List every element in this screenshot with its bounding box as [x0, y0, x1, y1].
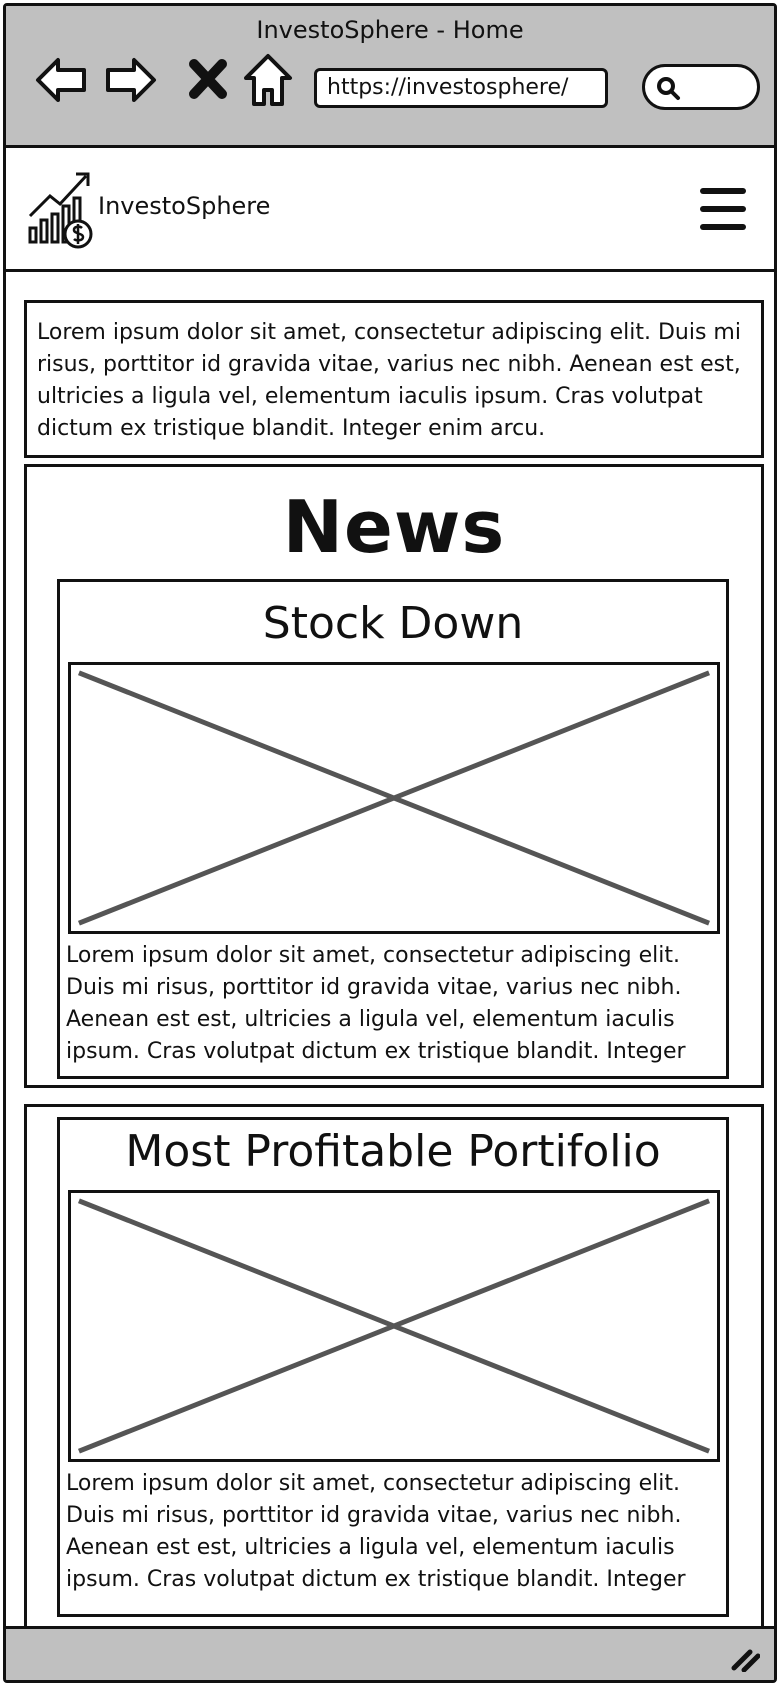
portfolio-section: Most Profitable Portifolio Lorem ipsum d…	[24, 1104, 764, 1630]
news-card[interactable]: Stock Down Lorem ipsum dolor sit amet, c…	[57, 579, 729, 1079]
news-card-text: Lorem ipsum dolor sit amet, consectetur …	[66, 943, 686, 1064]
news-title: News	[282, 485, 506, 569]
search-icon	[657, 77, 680, 100]
image-placeholder	[68, 662, 720, 934]
hamburger-menu-icon[interactable]	[700, 188, 746, 230]
brand-name: InvestoSphere	[98, 192, 271, 220]
browser-chrome: InvestoSphere - Home https://investosphe…	[6, 6, 774, 148]
close-icon[interactable]	[182, 50, 234, 110]
home-icon[interactable]	[238, 50, 298, 110]
portfolio-card-text: Lorem ipsum dolor sit amet, consectetur …	[66, 1471, 686, 1592]
chart-growth-logo-icon	[28, 172, 93, 249]
window-title: InvestoSphere - Home	[256, 16, 524, 44]
image-placeholder	[68, 1190, 720, 1462]
address-bar[interactable]: https://investosphere/	[314, 68, 608, 108]
app-header: InvestoSphere	[6, 148, 774, 272]
portfolio-card-title: Most Profitable Portifolio	[125, 1126, 661, 1177]
forward-arrow-icon[interactable]	[100, 50, 160, 110]
news-section: News Stock Down Lorem ipsum dolor sit am…	[24, 464, 764, 1088]
back-arrow-icon[interactable]	[32, 50, 92, 110]
browser-search-input[interactable]	[642, 64, 760, 110]
resize-grip-icon[interactable]	[730, 1644, 760, 1672]
status-bar	[6, 1626, 774, 1680]
browser-window: InvestoSphere - Home https://investosphe…	[3, 3, 777, 1683]
portfolio-card[interactable]: Most Profitable Portifolio Lorem ipsum d…	[57, 1117, 729, 1617]
news-card-title: Stock Down	[262, 598, 524, 649]
intro-text: Lorem ipsum dolor sit amet, consectetur …	[24, 300, 764, 458]
